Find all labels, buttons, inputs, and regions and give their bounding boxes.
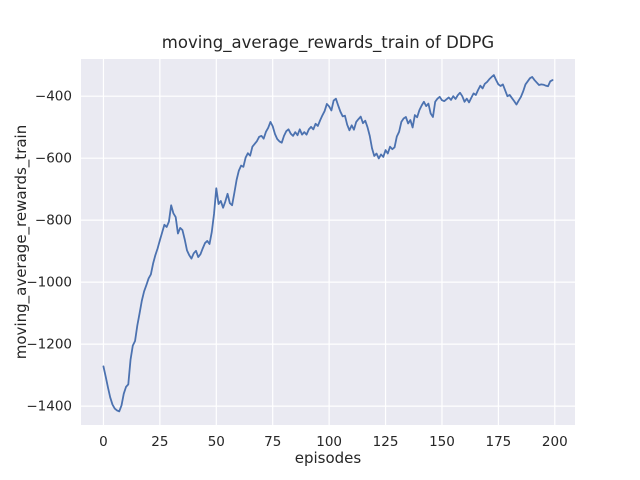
x-tick-label: 50 (208, 434, 225, 450)
y-axis-label: moving_average_rewards_train (12, 124, 30, 360)
x-tick-label: 75 (264, 434, 281, 450)
rewards-series-line (102, 74, 554, 413)
x-tick-label: 175 (485, 434, 511, 450)
x-tick-label: 125 (373, 434, 399, 450)
x-tick-label: 25 (151, 434, 168, 450)
x-tick-label: 0 (99, 434, 108, 450)
x-tick-label: 100 (316, 434, 342, 450)
y-tick-label: −1000 (26, 275, 72, 291)
x-axis-label: episodes (294, 449, 362, 467)
x-tick-label: 150 (429, 434, 455, 450)
y-tick-label: −800 (35, 213, 72, 229)
plot-background (81, 59, 575, 425)
y-tick-label: −400 (35, 89, 72, 105)
y-tick-label: −1400 (26, 399, 72, 415)
y-tick-label: −600 (35, 151, 72, 167)
y-tick-label: −1200 (26, 337, 72, 353)
chart-title: moving_average_rewards_train of DDPG (161, 33, 495, 52)
x-tick-label: 200 (542, 434, 568, 450)
